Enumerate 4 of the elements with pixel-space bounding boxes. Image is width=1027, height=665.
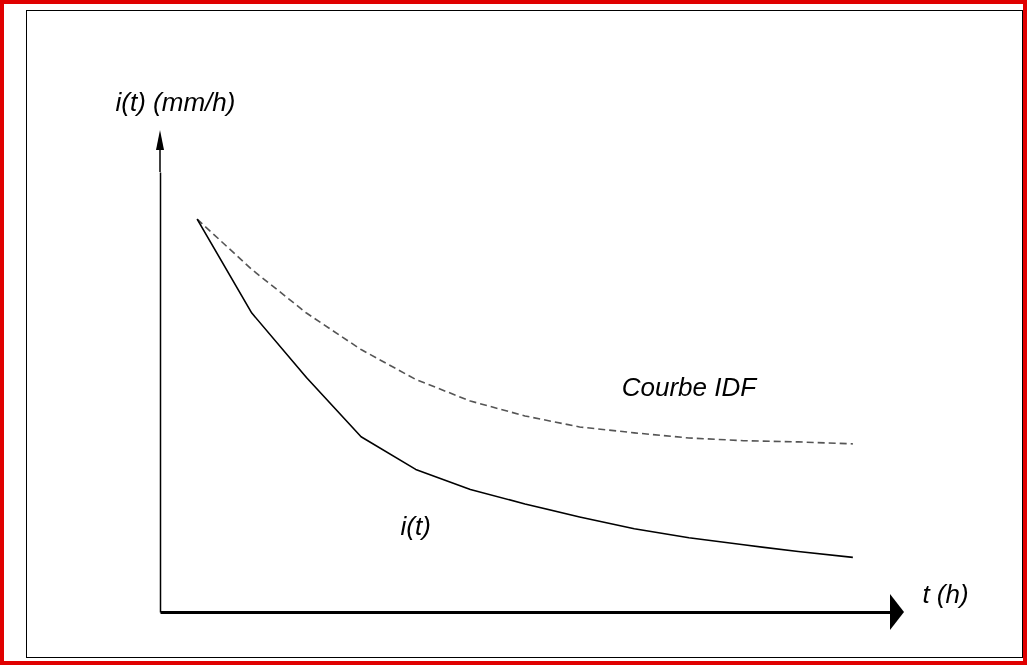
- series-label: i(t): [400, 511, 431, 542]
- x-axis-title: t (h): [922, 578, 969, 609]
- y-axis-title: i(t) (mm/h): [115, 86, 236, 117]
- series-label: Courbe IDF: [621, 371, 759, 402]
